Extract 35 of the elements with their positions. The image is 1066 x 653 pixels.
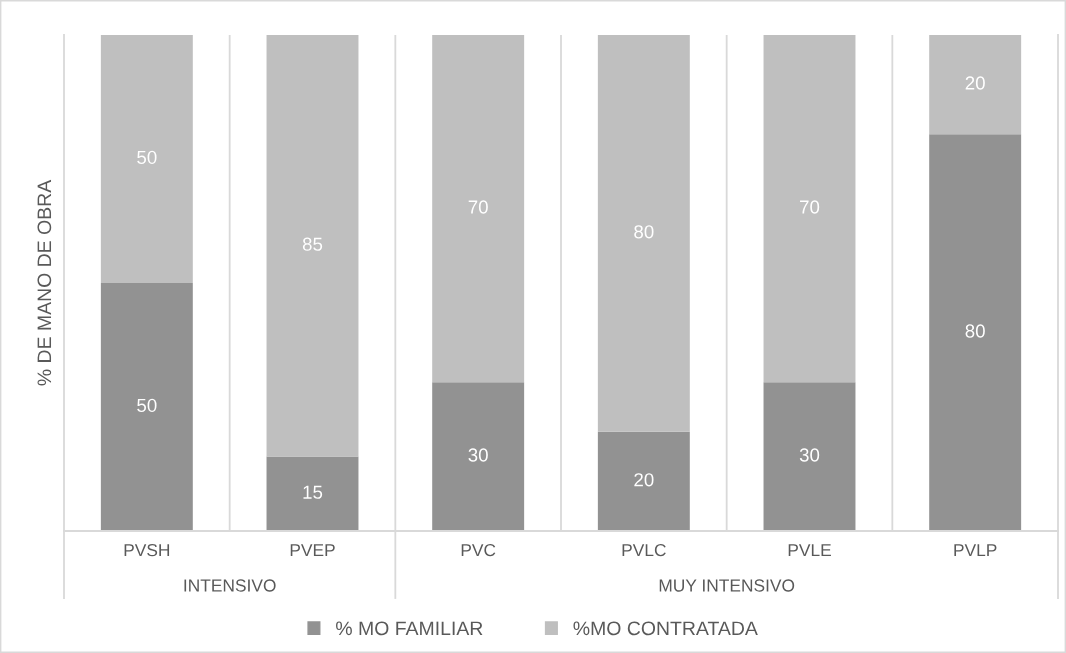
bar xyxy=(432,35,525,383)
bar xyxy=(763,382,856,531)
data-label: 30 xyxy=(468,448,488,462)
data-label: 80 xyxy=(634,225,654,239)
bar xyxy=(763,35,856,383)
bar xyxy=(100,35,193,283)
bar xyxy=(929,35,1022,135)
data-label: 20 xyxy=(634,473,654,487)
y-axis-title: % DE MANO DE OBRA xyxy=(37,179,52,386)
x-tick-label: PVLP xyxy=(954,544,997,557)
data-label: 15 xyxy=(303,485,323,499)
data-label: 70 xyxy=(800,200,820,214)
text: MUY INTENSIVO xyxy=(659,579,795,592)
data-label: 85 xyxy=(302,237,323,251)
data-label: 50 xyxy=(137,398,157,413)
bar xyxy=(432,382,525,531)
x-tick-label: PVC xyxy=(461,543,496,557)
data-label: 70 xyxy=(468,200,488,214)
bar xyxy=(100,283,193,531)
x-tick-label: PVLE xyxy=(788,544,831,557)
data-label: 80 xyxy=(965,324,985,338)
bar xyxy=(266,456,359,531)
bar xyxy=(929,134,1022,531)
x-tick-label: PVEP xyxy=(290,544,335,557)
bar xyxy=(266,35,359,457)
x-tick-label: PVSH xyxy=(124,543,170,557)
legend-label: % MO FAMILIAR xyxy=(336,621,483,636)
bar xyxy=(597,35,690,432)
x-tick-label: PVLC xyxy=(622,543,666,557)
legend-label: %MO CONTRATADA xyxy=(573,621,758,636)
data-label: 50 xyxy=(137,150,157,165)
text: INTENSIVO xyxy=(184,579,276,592)
bar xyxy=(597,431,690,531)
data-label: 30 xyxy=(799,448,820,462)
data-label: 20 xyxy=(965,76,985,90)
